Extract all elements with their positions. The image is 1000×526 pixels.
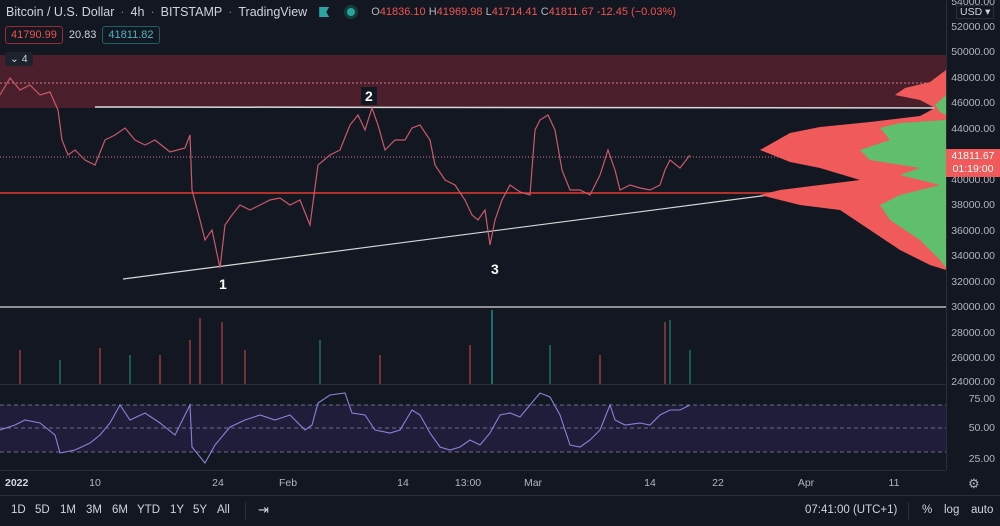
chevron-down-icon: ▾ bbox=[985, 6, 991, 18]
range-ytd-button[interactable]: YTD bbox=[137, 504, 160, 516]
log-toggle[interactable]: log bbox=[944, 504, 960, 516]
symbol-title[interactable]: Bitcoin / U.S. Dollar bbox=[6, 5, 115, 19]
trade-buttons: 41790.99 20.83 41811.82 bbox=[5, 26, 160, 44]
last-price-label: 41811.67 01:19:00 bbox=[946, 149, 1000, 177]
spread-value: 20.83 bbox=[68, 29, 97, 41]
exchange-label: BITSTAMP bbox=[160, 5, 223, 19]
marker-3: 3 bbox=[487, 260, 503, 278]
range-1m-button[interactable]: 1M bbox=[60, 504, 76, 516]
sell-button[interactable]: 41790.99 bbox=[5, 26, 63, 44]
market-status-icon bbox=[347, 8, 356, 16]
volume-histogram bbox=[19, 310, 691, 385]
interval-label[interactable]: 4h bbox=[130, 5, 145, 19]
resistance-line bbox=[94, 106, 947, 109]
range-1y-button[interactable]: 1Y bbox=[170, 504, 185, 516]
range-3m-button[interactable]: 3M bbox=[86, 504, 102, 516]
range-5d-button[interactable]: 5D bbox=[35, 504, 50, 516]
price-scale[interactable]: 54000.00 52000.00 50000.00 48000.00 4600… bbox=[946, 0, 1000, 470]
auto-toggle[interactable]: auto bbox=[971, 504, 994, 516]
chevron-down-icon: ⌄ bbox=[10, 53, 19, 65]
indicators-toggle-button[interactable]: ⌄ 4 bbox=[5, 52, 33, 66]
bottom-toolbar: 1D 5D 1M 3M 6M YTD 1Y 5Y All ⇥ 07:41:00 … bbox=[0, 495, 1000, 526]
flag-icon[interactable] bbox=[319, 7, 330, 17]
price-series bbox=[0, 76, 691, 269]
buy-button[interactable]: 41811.82 bbox=[102, 26, 160, 44]
pane-divider[interactable] bbox=[0, 384, 946, 385]
marker-1: 1 bbox=[215, 275, 231, 293]
volume-profile bbox=[760, 70, 946, 270]
time-axis[interactable]: 2022 10 24 Feb 14 13:00 Mar 14 22 Apr 11 bbox=[0, 470, 946, 495]
marker-2: 2 bbox=[361, 87, 377, 105]
range-6m-button[interactable]: 6M bbox=[112, 504, 128, 516]
source-label: TradingView bbox=[238, 5, 308, 19]
ohlc-values: O41836.10 H41969.98 L41714.41 C41811.67 … bbox=[371, 6, 676, 18]
range-all-button[interactable]: All bbox=[217, 504, 230, 516]
chart-canvas[interactable] bbox=[0, 0, 947, 470]
price-chart-svg bbox=[0, 55, 947, 308]
percent-toggle[interactable]: % bbox=[922, 504, 933, 516]
clock-timezone[interactable]: 07:41:00 (UTC+1) bbox=[805, 504, 898, 516]
legend: Bitcoin / U.S. Dollar · 4h · BITSTAMP · … bbox=[6, 5, 676, 19]
calendar-goto-icon[interactable]: ⇥ bbox=[258, 502, 269, 517]
range-1d-button[interactable]: 1D bbox=[11, 504, 26, 516]
rsi-pane bbox=[0, 392, 946, 464]
resistance-zone bbox=[0, 55, 946, 108]
settings-gear-icon[interactable]: ⚙ bbox=[968, 476, 980, 491]
currency-select[interactable]: USD ▾ bbox=[956, 5, 995, 19]
range-5y-button[interactable]: 5Y bbox=[193, 504, 208, 516]
bar-countdown: 01:19:00 bbox=[952, 163, 994, 175]
